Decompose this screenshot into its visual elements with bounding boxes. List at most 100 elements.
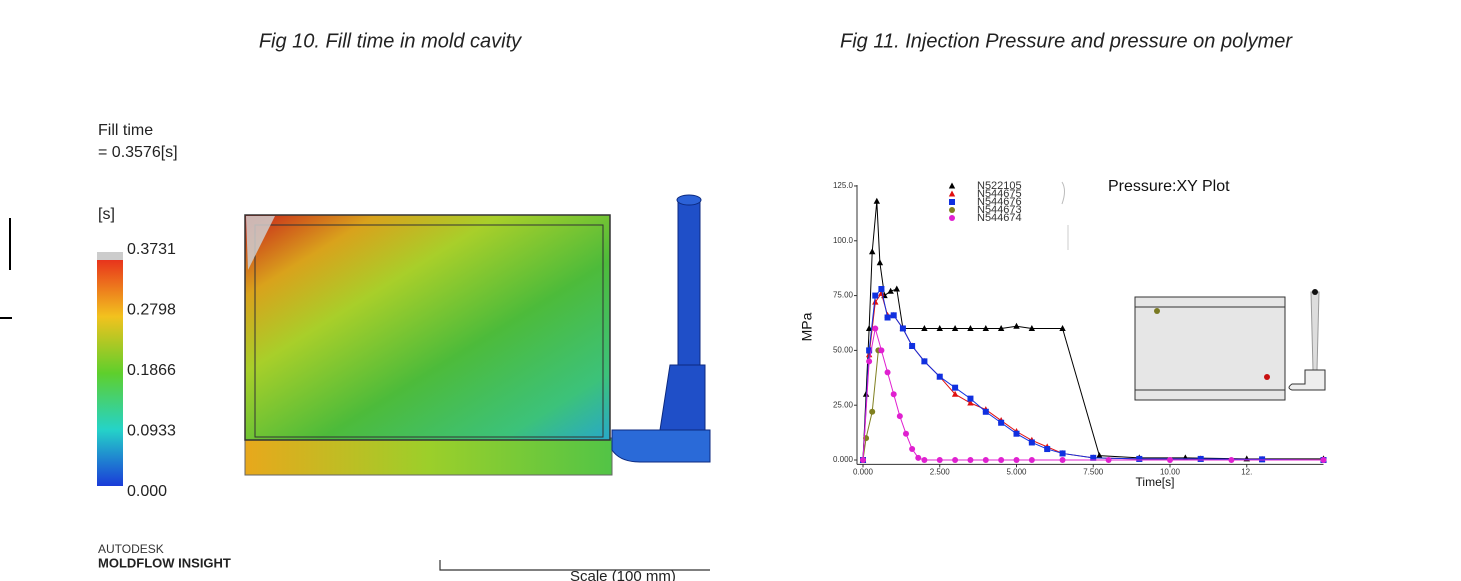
result-name: Fill time [98, 122, 153, 139]
data-point [1014, 457, 1020, 463]
data-point [885, 369, 891, 375]
data-point [937, 374, 943, 380]
data-point [909, 446, 915, 452]
chart-title: Pressure:XY Plot [1108, 178, 1230, 195]
colorbar-label: 0.3731 [127, 241, 176, 258]
data-point [1198, 456, 1204, 462]
data-point [1259, 456, 1265, 462]
data-point [872, 293, 878, 299]
legend-marker [949, 207, 955, 213]
data-point [866, 358, 872, 364]
data-point [983, 457, 989, 463]
data-point [1029, 457, 1035, 463]
data-point [1044, 446, 1050, 452]
data-point [903, 431, 909, 437]
x-tick-label: 7.500 [1083, 468, 1104, 477]
data-point [1321, 457, 1327, 463]
scale-label: Scale (100 mm) [570, 568, 676, 581]
part [245, 215, 610, 440]
result-value: = 0.3576[s] [98, 144, 178, 161]
colorbar-label: 0.1866 [127, 362, 176, 379]
y-tick-label: 100.0 [833, 236, 854, 245]
inset-runner [1289, 370, 1325, 390]
data-point [891, 391, 897, 397]
y-tick-label: 0.000 [833, 455, 854, 464]
data-point [967, 396, 973, 402]
page-canvas: Fig 10. Fill time in mold cavity Fig 11.… [0, 0, 1461, 581]
y-tick-label: 125.0 [833, 181, 854, 190]
data-point [1106, 457, 1112, 463]
data-point [921, 358, 927, 364]
y-axis-label: MPa [799, 312, 815, 341]
decoration [1062, 182, 1065, 204]
legend-marker [949, 215, 955, 221]
colorbar-label: 0.000 [127, 483, 167, 500]
data-point [1060, 450, 1066, 456]
inset-node [1154, 308, 1160, 314]
x-axis-label: Time[s] [1136, 475, 1175, 489]
data-point [885, 315, 891, 321]
brand: MOLDFLOW INSIGHT [98, 555, 231, 570]
legend-marker [949, 191, 955, 197]
data-point [878, 347, 884, 353]
inset-sprue [1311, 292, 1319, 370]
data-point [1029, 439, 1035, 445]
data-point [1228, 457, 1234, 463]
data-point [1136, 456, 1142, 462]
data-point [1096, 452, 1102, 458]
data-point [1013, 323, 1019, 329]
y-tick-label: 75.00 [833, 291, 854, 300]
data-point [874, 198, 880, 204]
data-point [869, 409, 875, 415]
data-point [983, 409, 989, 415]
data-point [921, 457, 927, 463]
data-point [937, 457, 943, 463]
data-point [897, 413, 903, 419]
x-tick-label: 5.000 [1006, 468, 1027, 477]
data-point [894, 286, 900, 292]
x-tick-label: 0.000 [853, 468, 874, 477]
inset-node [1312, 289, 1318, 295]
data-point [878, 286, 884, 292]
figure-caption: Fig 10. Fill time in mold cavity [259, 30, 522, 52]
data-point [998, 420, 1004, 426]
x-tick-label: 2.500 [930, 468, 951, 477]
page: Fig 10. Fill time in mold cavity Fig 11.… [0, 0, 1461, 581]
sprue-top [677, 195, 701, 205]
data-point [915, 455, 921, 461]
data-point [909, 343, 915, 349]
data-point [860, 457, 866, 463]
y-tick-label: 50.00 [833, 346, 854, 355]
sprue-base [660, 365, 705, 430]
legend-label: N544674 [977, 212, 1022, 224]
figure-caption: Fig 11. Injection Pressure and pressure … [840, 30, 1293, 52]
data-point [877, 259, 883, 265]
colorbar [97, 260, 123, 486]
data-point [952, 457, 958, 463]
data-point [891, 312, 897, 318]
data-point [998, 457, 1004, 463]
data-point [1167, 457, 1173, 463]
data-point [863, 391, 869, 397]
colorbar-cap [97, 252, 123, 260]
data-point [1014, 431, 1020, 437]
data-point [967, 457, 973, 463]
inset-node [1264, 374, 1270, 380]
runner [612, 430, 710, 462]
sprue [678, 200, 700, 365]
data-point [952, 385, 958, 391]
legend-marker [949, 183, 955, 189]
data-point [872, 325, 878, 331]
brand: AUTODESK [98, 542, 164, 556]
data-point [1060, 457, 1066, 463]
data-point [869, 248, 875, 254]
legend-marker [949, 199, 955, 205]
data-point [900, 325, 906, 331]
colorbar-label: 0.0933 [127, 423, 176, 440]
part-base [245, 438, 612, 475]
unit: [s] [98, 206, 115, 223]
x-tick-label: 10.00 [1160, 468, 1181, 477]
colorbar-labels: 0.3731 0.2798 0.1866 0.0933 0.000 [127, 241, 176, 500]
colorbar-label: 0.2798 [127, 302, 176, 319]
y-tick-label: 25.00 [833, 400, 854, 409]
